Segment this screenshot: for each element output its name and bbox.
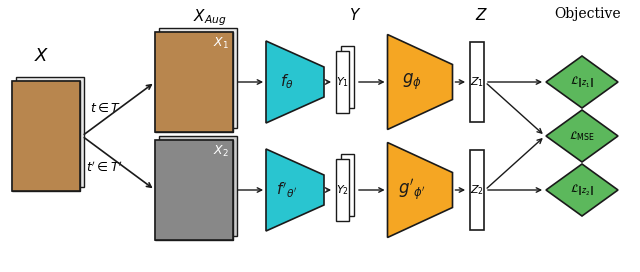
Bar bbox=[341, 46, 354, 108]
Text: $\mathcal{L}_{\mathrm{MSE}}$: $\mathcal{L}_{\mathrm{MSE}}$ bbox=[569, 129, 595, 143]
Bar bbox=[16, 77, 84, 187]
Text: $X_1$: $X_1$ bbox=[213, 36, 229, 51]
Text: $Y_2$: $Y_2$ bbox=[336, 183, 349, 197]
Bar bbox=[155, 32, 233, 132]
Text: $f'_{\theta'}$: $f'_{\theta'}$ bbox=[276, 180, 298, 200]
Text: $f_{\theta}$: $f_{\theta}$ bbox=[280, 73, 294, 91]
Text: $g_{\phi}$: $g_{\phi}$ bbox=[402, 72, 422, 92]
Polygon shape bbox=[546, 56, 618, 108]
Bar bbox=[341, 154, 354, 216]
Bar bbox=[470, 42, 484, 122]
Bar bbox=[155, 140, 233, 240]
Text: $Z_1$: $Z_1$ bbox=[470, 75, 484, 89]
Polygon shape bbox=[546, 110, 618, 162]
Bar bbox=[12, 81, 80, 191]
Text: $t \in T$: $t \in T$ bbox=[90, 101, 121, 115]
Text: $X$: $X$ bbox=[35, 47, 50, 65]
Text: Objective: Objective bbox=[555, 7, 621, 21]
Text: $t' \in T'$: $t' \in T'$ bbox=[86, 161, 123, 175]
Text: $X_2$: $X_2$ bbox=[213, 144, 229, 159]
Bar bbox=[159, 28, 237, 128]
Polygon shape bbox=[387, 143, 452, 237]
Polygon shape bbox=[387, 35, 452, 129]
Bar bbox=[155, 32, 233, 132]
Bar bbox=[12, 81, 80, 191]
Polygon shape bbox=[266, 149, 324, 231]
Text: $Y$: $Y$ bbox=[349, 7, 361, 23]
Text: $Z_2$: $Z_2$ bbox=[470, 183, 484, 197]
Bar bbox=[159, 136, 237, 236]
Bar bbox=[470, 150, 484, 230]
Bar bbox=[155, 140, 233, 240]
Text: $X_{Aug}$: $X_{Aug}$ bbox=[193, 7, 227, 27]
Bar bbox=[336, 51, 349, 113]
Text: $Y_1$: $Y_1$ bbox=[336, 75, 349, 89]
Polygon shape bbox=[546, 164, 618, 216]
Bar bbox=[336, 159, 349, 221]
Text: $g'_{\phi'}$: $g'_{\phi'}$ bbox=[398, 177, 426, 203]
Text: $Z$: $Z$ bbox=[476, 7, 488, 23]
Polygon shape bbox=[266, 41, 324, 123]
Text: $\mathcal{L}_{\Vert z_2\Vert}$: $\mathcal{L}_{\Vert z_2\Vert}$ bbox=[570, 182, 594, 198]
Text: $\mathcal{L}_{\Vert z_1\Vert}$: $\mathcal{L}_{\Vert z_1\Vert}$ bbox=[570, 74, 594, 90]
